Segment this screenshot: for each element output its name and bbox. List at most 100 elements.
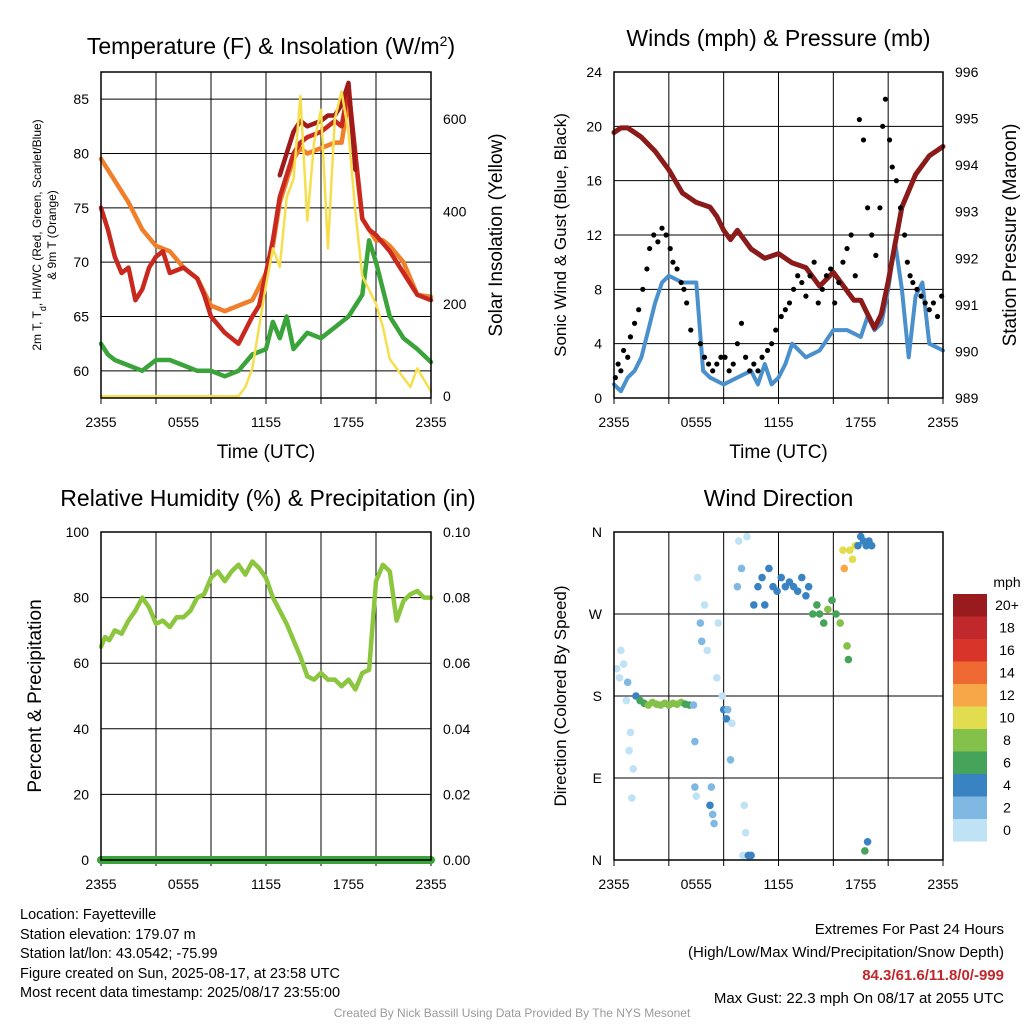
direction-point (689, 701, 698, 709)
dir-ytick-label: W (589, 606, 603, 622)
temp-y2tick-label: 0 (443, 388, 451, 404)
wind-ytick-label: 16 (586, 173, 602, 189)
gust-point (795, 273, 801, 279)
direction-point (760, 601, 769, 609)
temp-xtick-label: 2355 (415, 414, 446, 430)
dir-ytick-label: N (592, 852, 602, 868)
gust-point (625, 354, 631, 360)
gust-point (705, 361, 712, 367)
direction-point (739, 851, 747, 860)
temp-series-3 (98, 238, 434, 379)
direction-point (867, 541, 876, 550)
gust-point (852, 273, 858, 279)
legend-label: 10 (999, 710, 1015, 726)
dir-xtick-label: 1155 (763, 876, 793, 892)
gust-point (618, 368, 624, 374)
wind-xtick-label: 2355 (598, 414, 629, 430)
legend-label: 12 (999, 687, 1015, 703)
temp-y2tick-label: 200 (443, 296, 467, 312)
gust-point (893, 178, 899, 184)
wind-y2tick-label: 992 (955, 250, 979, 266)
direction-point (777, 573, 786, 582)
direction-point (798, 573, 806, 582)
direction-point (692, 792, 701, 801)
wind-y2tick-label: 991 (955, 297, 979, 313)
extremes-values: 84.3/61.6/11.8/0/-999 (862, 967, 1004, 984)
gust-point (869, 232, 875, 238)
temp-ylabel-right: Solar Insolation (Yellow) (486, 133, 507, 336)
rh-ytick-label: 20 (73, 786, 89, 802)
gust-point (667, 245, 673, 252)
gust-point (738, 320, 745, 326)
gust-point (647, 245, 653, 252)
direction-point (629, 765, 637, 773)
legend-swatch (953, 729, 987, 752)
extremes-subtitle: (High/Low/Max Wind/Precipitation/Snow De… (688, 944, 1004, 961)
extremes-panel: Extremes For Past 24 Hours (High/Low/Max… (688, 918, 1004, 1010)
temp-y2tick-label: 600 (443, 111, 467, 127)
direction-point (840, 564, 849, 573)
gust-point (807, 273, 813, 279)
rh-line (98, 559, 434, 692)
gust-point (930, 300, 937, 306)
direction-point (824, 605, 832, 614)
direction-point (722, 714, 731, 723)
gust-point (910, 279, 916, 286)
gust-point (714, 361, 720, 367)
direction-point (848, 555, 857, 564)
legend-swatch (953, 616, 987, 639)
rh-ytick-label: 60 (73, 655, 89, 671)
gust-point (674, 266, 680, 272)
gust-point (722, 354, 728, 360)
gust-point (747, 368, 753, 374)
wind-xlabel: Time (UTC) (729, 442, 828, 463)
direction-point (740, 801, 749, 810)
legend-label: 20+ (995, 597, 1019, 613)
direction-point (845, 546, 854, 555)
rh-xtick-label: 0555 (168, 876, 199, 892)
gust-point (882, 96, 889, 102)
gust-point (848, 232, 854, 238)
rh-y2tick-label: 0.00 (443, 852, 470, 868)
legend-swatch (953, 639, 987, 662)
direction-point (804, 582, 813, 591)
gust-point (755, 368, 761, 374)
direction-point (623, 678, 632, 687)
gust-point (902, 232, 908, 238)
gust-point (840, 259, 846, 265)
dir-xtick-label: 2355 (598, 876, 629, 892)
gust-point (799, 279, 805, 286)
temp-border (100, 71, 432, 399)
legend-swatch (953, 774, 987, 797)
direction-point (793, 587, 802, 596)
gust-point (904, 259, 910, 265)
temp-ytick-label: 60 (73, 363, 89, 379)
legend-swatch (953, 684, 987, 707)
gust-point (759, 354, 765, 360)
rh-y2tick-label: 0.06 (443, 655, 470, 671)
wind-ytick-label: 0 (594, 390, 602, 406)
temp-xlabel: Time (UTC) (217, 442, 316, 463)
temp-xtick-label: 2355 (85, 414, 116, 430)
gust-point (803, 293, 809, 299)
legend-swatch (953, 751, 987, 774)
direction-point (802, 591, 810, 600)
direction-point (700, 601, 709, 609)
temp-xtick-label: 1755 (333, 414, 364, 430)
gust-point (718, 354, 724, 360)
dir-ytick-label: E (593, 770, 602, 786)
direction-point (726, 755, 735, 764)
dir-title: Wind Direction (704, 485, 854, 511)
wind-y2tick-label: 996 (955, 64, 979, 80)
gust-point (681, 286, 687, 292)
temp-ytick-label: 80 (73, 146, 89, 162)
temp-ytick-label: 65 (73, 309, 89, 325)
gust-point (684, 300, 690, 306)
direction-point (708, 810, 717, 819)
station-info: Location: Fayetteville Station elevation… (20, 906, 340, 1004)
rh-y2tick-label: 0.04 (443, 721, 470, 737)
legend-label: 18 (999, 620, 1015, 636)
rh-ytick-label: 0 (81, 852, 89, 868)
temp-series-1 (98, 86, 434, 346)
rh-ylabel-left: Percent & Precipitation (25, 599, 46, 792)
